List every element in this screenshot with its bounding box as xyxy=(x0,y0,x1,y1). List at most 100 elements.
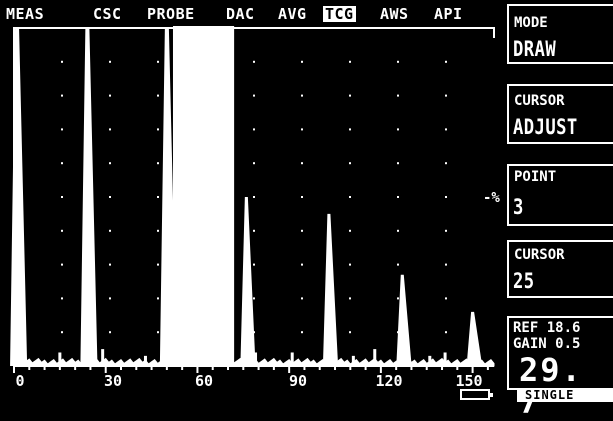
grid-dot xyxy=(205,162,207,165)
echo-peak xyxy=(322,213,342,366)
mode-panel[interactable]: MODE DRAW xyxy=(507,4,613,64)
grid-dot xyxy=(445,162,447,165)
x-tick-label: 30 xyxy=(103,372,123,390)
menu-csc[interactable]: CSC xyxy=(93,5,122,23)
status-panel: REF 18.6 GAIN 0.5 29. 7 xyxy=(507,316,613,418)
grid-dot xyxy=(445,128,447,131)
grid-dot xyxy=(349,128,351,131)
grid-dot xyxy=(253,128,255,131)
a-scan-display xyxy=(10,26,495,373)
echo-peak xyxy=(10,28,32,366)
grid-dot xyxy=(61,94,63,97)
cursor-position-value: 25 xyxy=(513,269,535,293)
grid-dot xyxy=(301,196,303,198)
grid-dot xyxy=(301,128,303,131)
grid-dot xyxy=(109,162,111,165)
grid-dot xyxy=(157,263,159,266)
grid-dot xyxy=(205,331,207,334)
a-scan-chart xyxy=(10,26,495,373)
grid-dot xyxy=(445,229,447,232)
menu-api[interactable]: API xyxy=(434,5,463,23)
grid-dot xyxy=(61,263,63,266)
grid-dot xyxy=(301,297,303,300)
grid-dot xyxy=(445,331,447,334)
point-value: 3 xyxy=(513,195,524,219)
gain-readout: GAIN 0.5 xyxy=(513,336,581,352)
grid-dot xyxy=(109,60,111,63)
grid-dot xyxy=(445,94,447,97)
grid-dot xyxy=(109,229,111,232)
grid-dot xyxy=(109,263,111,266)
grid-dot xyxy=(397,297,399,300)
grid-dot xyxy=(253,229,255,232)
x-tick-label: 150 xyxy=(455,372,483,390)
x-tick-label: 90 xyxy=(288,372,308,390)
cursor-mode-value: ADJUST xyxy=(513,115,578,139)
grid-dot xyxy=(349,196,351,198)
grid-dot xyxy=(61,196,63,198)
grid-dot xyxy=(157,229,159,232)
cursor-mode-panel[interactable]: CURSOR ADJUST xyxy=(507,84,613,144)
grid-dot xyxy=(109,196,111,198)
grid-dot xyxy=(109,331,111,334)
grid-dot xyxy=(301,60,303,63)
echo-peak xyxy=(466,311,486,366)
grid-dot xyxy=(205,128,207,131)
menu-probe[interactable]: PROBE xyxy=(147,5,195,23)
x-tick-label: 0 xyxy=(15,372,25,390)
grid-dot xyxy=(253,263,255,266)
grid-dot xyxy=(253,60,255,63)
grid-dot xyxy=(157,196,159,198)
grid-dot xyxy=(349,297,351,300)
grid-dot xyxy=(397,229,399,232)
top-menu-bar: MEAS CSC PROBE DAC AVG TCG AWS API xyxy=(0,0,503,24)
grid-dot xyxy=(301,263,303,266)
cursor-position-panel[interactable]: CURSOR 25 xyxy=(507,240,613,298)
grid-dot xyxy=(397,128,399,131)
grid-dot xyxy=(397,94,399,97)
grid-dot xyxy=(253,94,255,97)
grid-dot xyxy=(445,196,447,198)
point-panel[interactable]: POINT 3 xyxy=(507,164,613,226)
grid-dot xyxy=(301,94,303,97)
grid-dot xyxy=(301,162,303,165)
echo-peak xyxy=(240,197,260,366)
grid-dot xyxy=(61,331,63,334)
grid-dot xyxy=(157,297,159,300)
menu-dac[interactable]: DAC xyxy=(226,5,255,23)
x-tick-label: 60 xyxy=(194,372,214,390)
grid-dot xyxy=(61,128,63,131)
grid-dot xyxy=(397,196,399,198)
grid-dot xyxy=(445,297,447,300)
menu-meas[interactable]: MEAS xyxy=(6,5,45,23)
grid-dot xyxy=(445,60,447,63)
grid-dot xyxy=(205,60,207,63)
grid-dot xyxy=(205,94,207,97)
ref-readout: REF 18.6 xyxy=(513,320,581,336)
grid-dot xyxy=(61,229,63,232)
grid-dot xyxy=(445,263,447,266)
echo-peak xyxy=(396,274,416,366)
gate-region xyxy=(172,26,235,366)
grid-dot xyxy=(397,263,399,266)
menu-tcg[interactable]: TCG xyxy=(323,5,356,23)
grid-dot xyxy=(109,297,111,300)
grid-dot xyxy=(157,162,159,165)
grid-dot xyxy=(397,162,399,165)
menu-avg[interactable]: AVG xyxy=(278,5,307,23)
grid-dot xyxy=(205,229,207,232)
grid-dot xyxy=(253,162,255,165)
grid-dot xyxy=(253,297,255,300)
grid-dot xyxy=(61,297,63,300)
grid-dot xyxy=(349,94,351,97)
grid-dot xyxy=(157,94,159,97)
x-tick-label: 120 xyxy=(375,372,403,390)
menu-aws[interactable]: AWS xyxy=(380,5,409,23)
grid-dot xyxy=(109,128,111,131)
grid-dot xyxy=(301,229,303,232)
grid-dot xyxy=(253,196,255,198)
cursor-mode-label: CURSOR xyxy=(514,93,565,109)
point-label: POINT xyxy=(514,169,557,185)
grid-dot xyxy=(157,128,159,131)
grid-dot xyxy=(109,94,111,97)
